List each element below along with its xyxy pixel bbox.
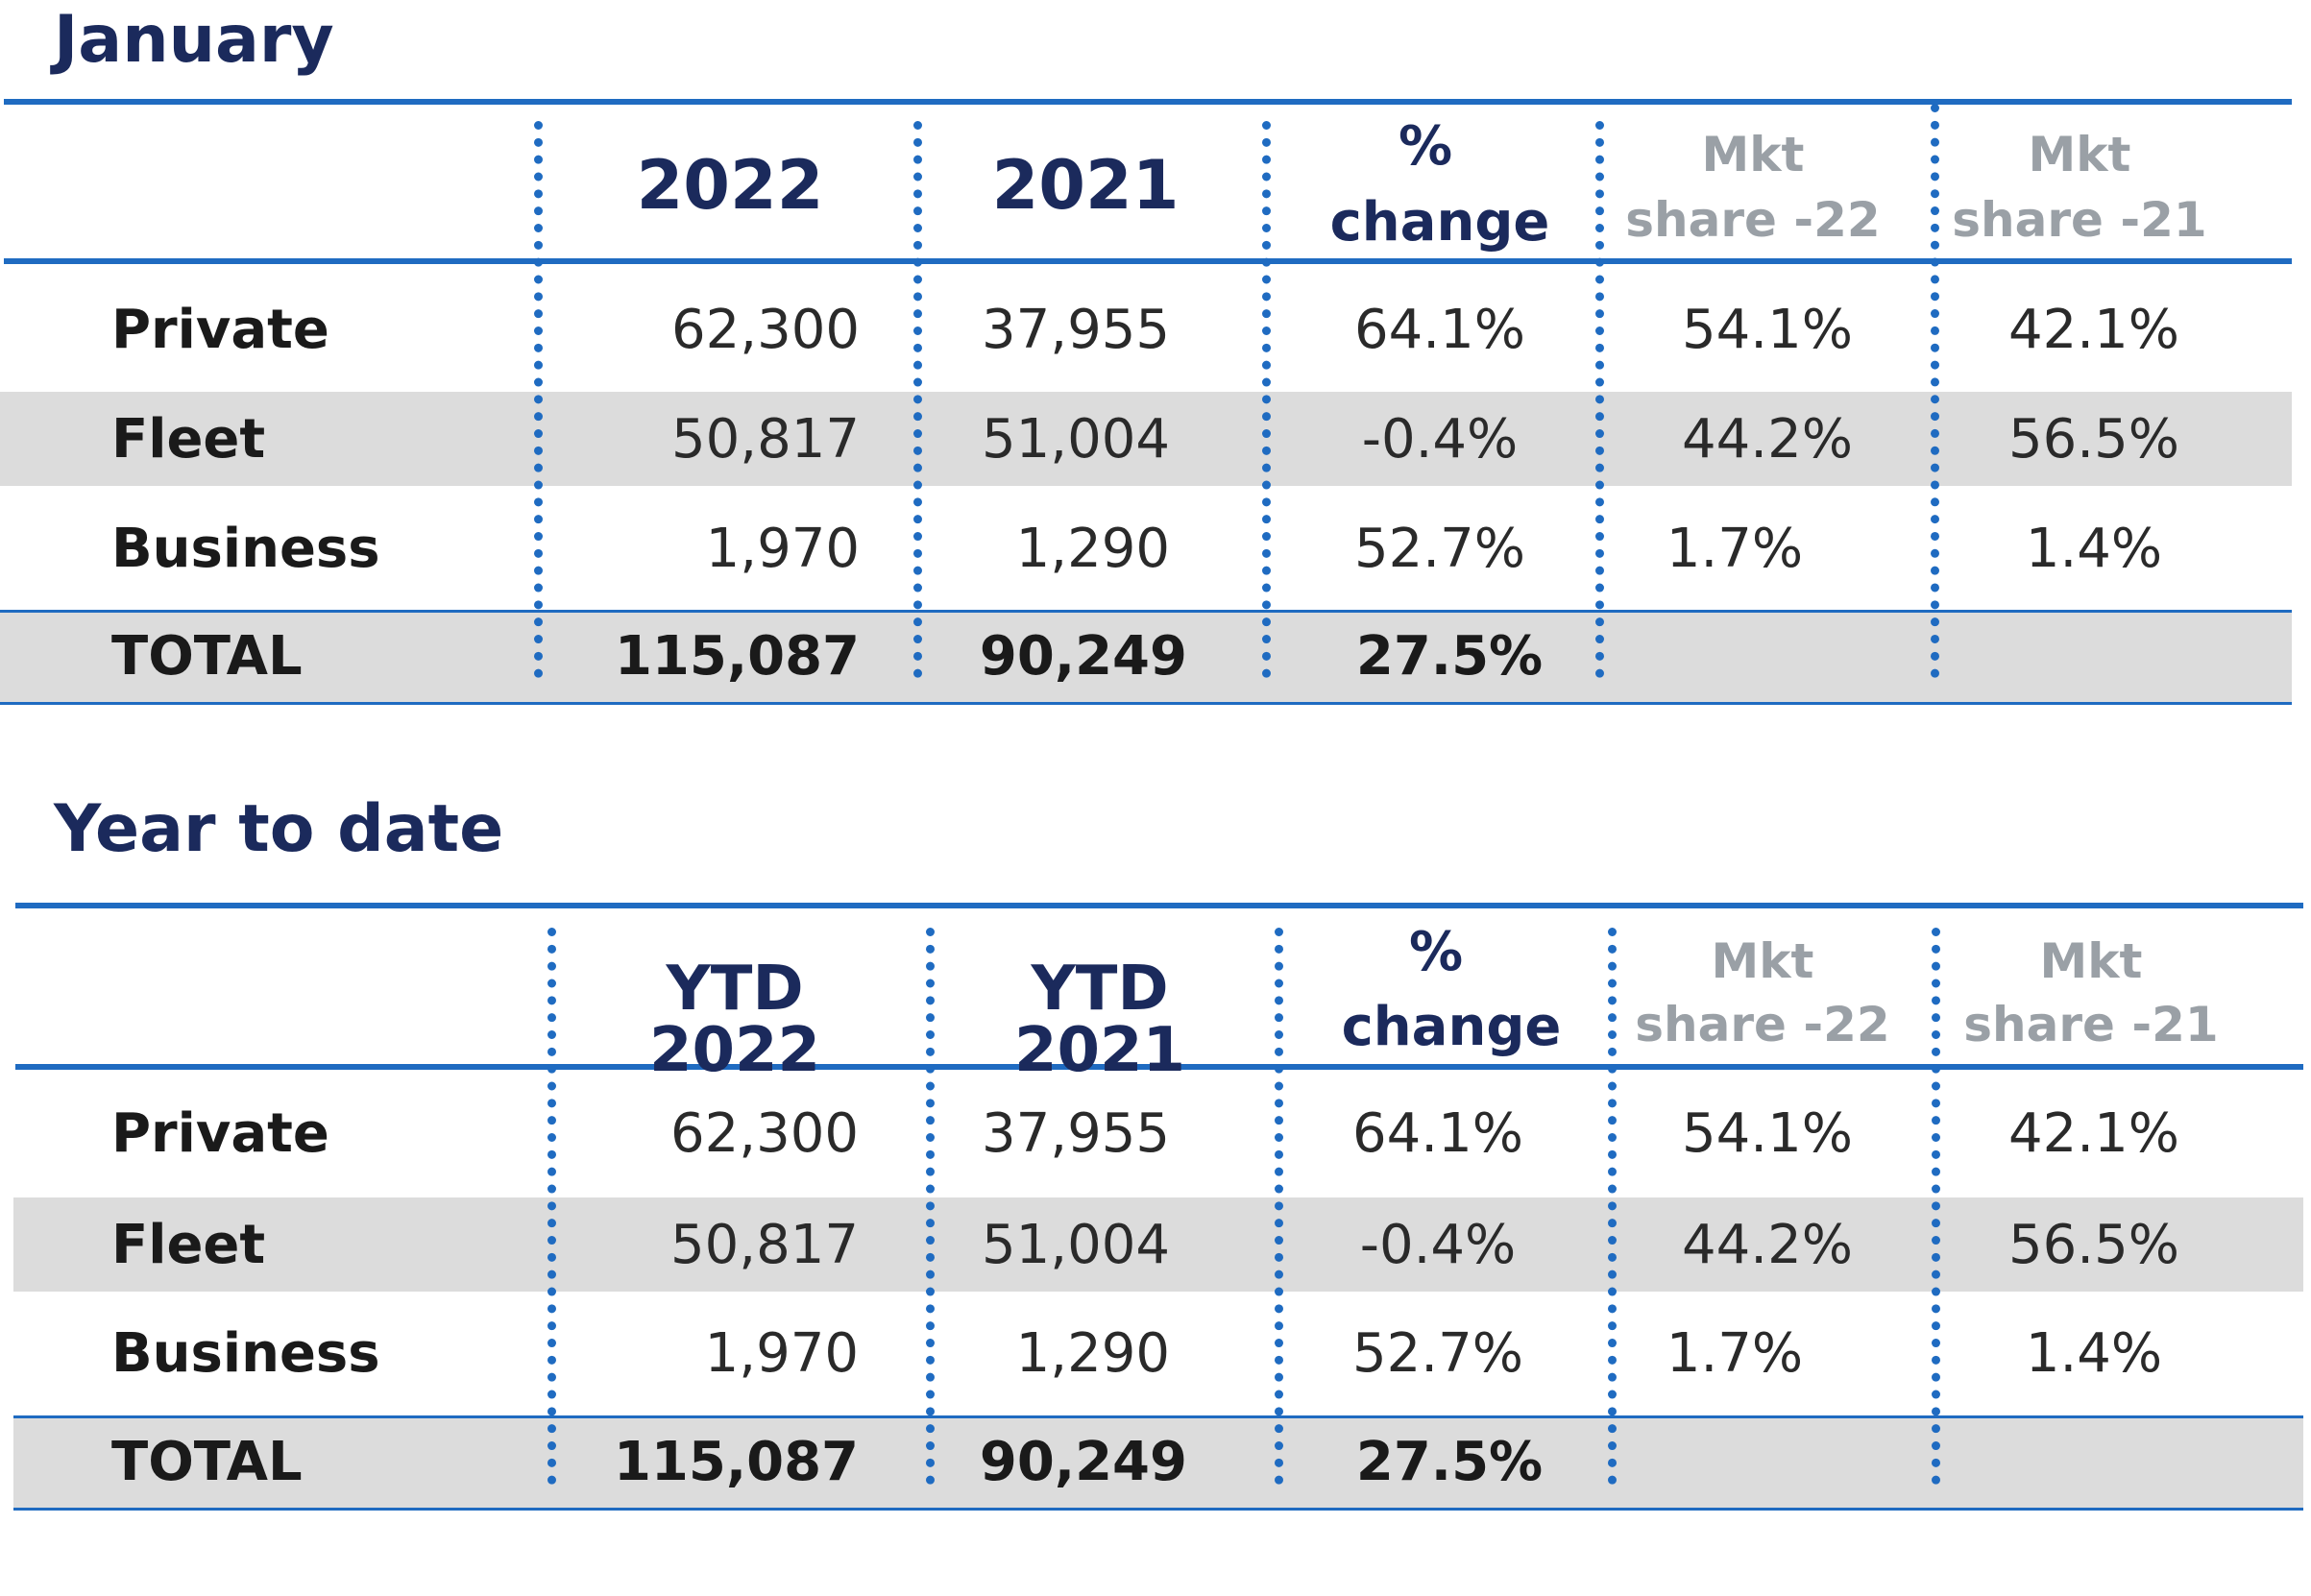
header-2022: 2022 [636, 146, 824, 225]
cell-mkt22-private: 54.1% [1682, 1102, 1853, 1165]
header-mkt-share-21-line2: share -21 [1963, 997, 2219, 1052]
cell-2021-fleet: 51,004 [982, 408, 1170, 471]
header-mkt-share-22-line2: share -22 [1635, 997, 1890, 1052]
column-separator [1275, 928, 1283, 1485]
row-label-private: Private [111, 1102, 329, 1165]
header-mkt-share-22-line1: Mkt [1711, 933, 1814, 989]
header-pct-symbol: % [1408, 921, 1464, 983]
cell-2022-business: 1,970 [704, 1322, 859, 1385]
cell-change-total: 27.5% [1355, 1431, 1544, 1493]
header-mkt-share-21-line2: share -21 [1952, 192, 2207, 248]
row-label-business: Business [111, 518, 380, 580]
cell-2022-fleet: 50,817 [671, 408, 860, 471]
total-top-rule [0, 610, 2292, 613]
column-separator [1262, 121, 1271, 678]
header-bottom-rule [15, 1064, 2303, 1070]
cell-mkt22-private: 54.1% [1682, 299, 1853, 361]
table-top-rule [15, 903, 2303, 908]
cell-mkt22-fleet: 44.2% [1682, 408, 1853, 471]
header-mkt-share-22-line2: share -22 [1625, 192, 1881, 248]
cell-2021-private: 37,955 [982, 299, 1170, 361]
january-section: January 2022 2021 % change Mkt share -22… [0, 0, 2311, 730]
cell-2022-fleet: 50,817 [670, 1214, 859, 1276]
cell-mkt22-business: 1.7% [1666, 1322, 1804, 1385]
cell-change-fleet: -0.4% [1361, 408, 1519, 471]
cell-2022-business: 1,970 [705, 518, 860, 580]
column-separator [1932, 928, 1940, 1485]
row-label-total: TOTAL [111, 625, 303, 688]
cell-mkt22-business: 1.7% [1666, 518, 1804, 580]
cell-2021-business: 1,290 [1015, 1322, 1170, 1385]
row-label-business: Business [111, 1322, 380, 1385]
header-pct-symbol: % [1398, 115, 1453, 178]
row-label-total: TOTAL [111, 1431, 303, 1493]
row-label-fleet: Fleet [111, 408, 266, 471]
cell-change-business: 52.7% [1354, 518, 1525, 580]
header-mkt-share-22-line1: Mkt [1701, 127, 1805, 182]
column-separator [547, 928, 556, 1485]
row-label-private: Private [111, 299, 329, 361]
total-bottom-rule [13, 1508, 2303, 1511]
table-top-rule [4, 99, 2292, 105]
section-title: Year to date [54, 791, 504, 867]
row-label-fleet: Fleet [111, 1214, 266, 1276]
header-mkt-share-21-line1: Mkt [2028, 127, 2131, 182]
column-separator [1608, 928, 1617, 1485]
cell-mkt21-fleet: 56.5% [2008, 408, 2179, 471]
cell-mkt21-business: 1.4% [2025, 1322, 2163, 1385]
total-band [13, 1417, 2303, 1509]
column-separator [926, 928, 935, 1485]
header-ytd-2021: YTD 2021 [1013, 954, 1186, 1086]
year-to-date-section: Year to date YTD 2022 YTD 2021 % change … [0, 787, 2311, 1596]
header-change: change [1329, 191, 1550, 254]
cell-2022-private: 62,300 [670, 1102, 859, 1165]
header-2021: 2021 [991, 146, 1180, 225]
section-title: January [54, 2, 334, 78]
column-separator [534, 121, 543, 678]
cell-mkt21-fleet: 56.5% [2008, 1214, 2179, 1276]
cell-mkt22-fleet: 44.2% [1682, 1214, 1853, 1276]
header-change: change [1341, 996, 1562, 1058]
column-separator [913, 121, 922, 678]
cell-2021-private: 37,955 [982, 1102, 1170, 1165]
cell-2022-private: 62,300 [671, 299, 860, 361]
cell-change-business: 52.7% [1352, 1322, 1523, 1385]
cell-change-private: 64.1% [1354, 299, 1525, 361]
total-bottom-rule [0, 702, 2292, 705]
cell-change-total: 27.5% [1355, 625, 1544, 688]
cell-mkt21-private: 42.1% [2008, 299, 2179, 361]
cell-2022-total: 115,087 [614, 625, 860, 688]
cell-2021-fleet: 51,004 [982, 1214, 1170, 1276]
header-bottom-rule [4, 258, 2292, 264]
total-top-rule [13, 1415, 2303, 1418]
cell-2021-total: 90,249 [979, 625, 1187, 688]
column-separator [1595, 121, 1604, 678]
header-ytd-2022: YTD 2022 [648, 954, 821, 1086]
cell-2022-total: 115,087 [613, 1431, 859, 1493]
row-band-fleet [13, 1197, 2303, 1292]
total-band [0, 612, 2292, 703]
cell-2021-business: 1,290 [1015, 518, 1170, 580]
cell-mkt21-business: 1.4% [2025, 518, 2163, 580]
header-mkt-share-21-line1: Mkt [2039, 933, 2143, 989]
row-band-fleet [0, 392, 2292, 486]
cell-change-fleet: -0.4% [1359, 1214, 1517, 1276]
cell-change-private: 64.1% [1352, 1102, 1523, 1165]
cell-2021-total: 90,249 [979, 1431, 1187, 1493]
cell-mkt21-private: 42.1% [2008, 1102, 2179, 1165]
column-separator [1931, 104, 1939, 678]
